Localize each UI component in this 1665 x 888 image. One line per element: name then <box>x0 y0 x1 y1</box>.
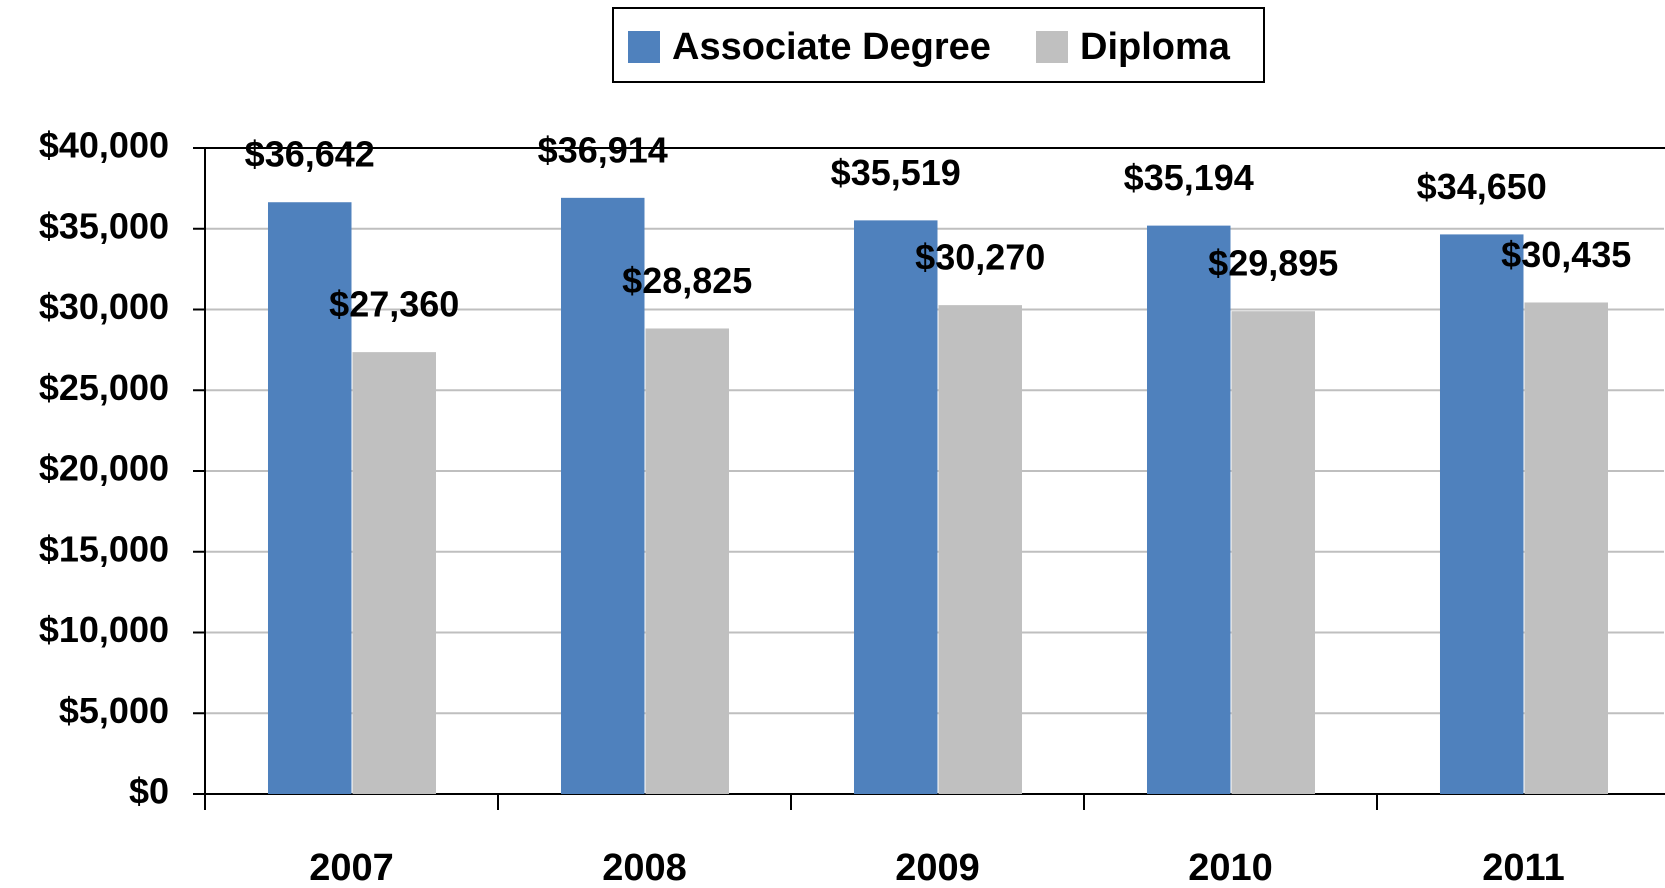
bar <box>1439 234 1524 795</box>
legend-box <box>612 7 1265 83</box>
data-label: $27,360 <box>329 284 459 325</box>
bar <box>645 328 730 794</box>
y-tick-label: $10,000 <box>39 609 169 650</box>
y-tick-label: $5,000 <box>59 690 169 731</box>
data-label: $35,519 <box>831 152 961 193</box>
data-label: $30,435 <box>1501 234 1631 275</box>
y-tick-label: $35,000 <box>39 205 169 246</box>
bar <box>938 305 1023 794</box>
x-tick-label: 2007 <box>309 847 394 888</box>
data-label: $34,650 <box>1417 166 1547 207</box>
bar <box>352 352 437 794</box>
bar <box>853 220 938 794</box>
bar <box>1524 302 1609 794</box>
bar <box>267 202 352 795</box>
legend-label: Associate Degree <box>672 26 991 68</box>
data-label: $35,194 <box>1124 157 1254 198</box>
data-label: $36,914 <box>538 129 668 170</box>
y-tick-label: $15,000 <box>39 528 169 569</box>
y-tick-label: $30,000 <box>39 286 169 327</box>
legend-swatch <box>1036 31 1068 63</box>
y-tick-label: $20,000 <box>39 448 169 489</box>
data-label: $29,895 <box>1208 243 1338 284</box>
y-tick-label: $0 <box>129 771 169 812</box>
x-tick-label: 2009 <box>895 847 980 888</box>
legend-label: Diploma <box>1080 26 1231 68</box>
x-tick-label: 2010 <box>1188 847 1273 888</box>
bar <box>1146 225 1231 795</box>
data-label: $30,270 <box>915 237 1045 278</box>
x-tick-label: 2008 <box>602 847 687 888</box>
y-tick-label: $40,000 <box>39 125 169 166</box>
bar <box>560 197 645 795</box>
data-label: $28,825 <box>622 260 752 301</box>
data-label: $36,642 <box>245 134 375 175</box>
y-tick-label: $25,000 <box>39 367 169 408</box>
x-tick-label: 2011 <box>1482 847 1564 888</box>
bar <box>1231 311 1316 794</box>
legend-swatch <box>628 31 660 63</box>
